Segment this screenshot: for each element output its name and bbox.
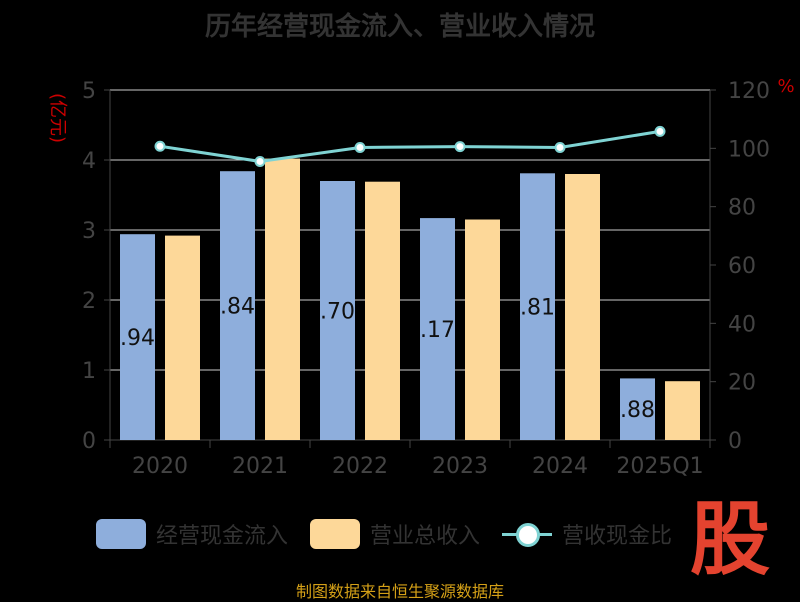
- bar-revenue: [265, 158, 300, 440]
- legend-item-ratio[interactable]: 营收现金比: [502, 518, 672, 550]
- legend-label-revenue: 营业总收入: [370, 524, 481, 549]
- y-right-tick-label: 60: [728, 254, 756, 279]
- data-source-note: 制图数据来自恒生聚源数据库: [295, 582, 504, 601]
- bar-data-label: .17: [420, 318, 455, 343]
- x-tick-label: 2022: [332, 454, 388, 479]
- y-right-tick-label: 20: [728, 371, 756, 396]
- bar-cash-inflow: [620, 378, 655, 440]
- y-right-tick-label: 100: [728, 137, 770, 162]
- bar-cash-inflow: [420, 218, 455, 440]
- bar-cash-inflow: [520, 173, 555, 441]
- line-ratio: [159, 129, 661, 163]
- y-left-tick-label: 4: [82, 149, 96, 174]
- bar-cash-inflow: [120, 234, 155, 440]
- x-tick-label: 2025Q1: [616, 454, 703, 479]
- bar-revenue: [365, 181, 400, 440]
- y-left-tick-label: 0: [82, 429, 96, 454]
- x-tick-label: 2023: [432, 454, 488, 479]
- bar-cash-inflow: [320, 181, 355, 440]
- y-right-tick-label: 80: [728, 196, 756, 221]
- y-right-tick-label: 0: [728, 429, 742, 454]
- bar-revenue: [165, 235, 200, 440]
- legend: 经营现金流入 营业总收入 营收现金比: [96, 516, 694, 552]
- legend-item-revenue[interactable]: 营业总收入: [310, 518, 480, 550]
- legend-label-cash-inflow: 经营现金流入: [156, 524, 289, 549]
- line-point-ratio: [554, 141, 566, 153]
- legend-item-cash-inflow[interactable]: 经营现金流入: [96, 518, 288, 550]
- line-point-ratio: [354, 141, 366, 153]
- bar-data-label: .94: [120, 326, 155, 351]
- y-left-tick-label: 3: [82, 219, 96, 244]
- y-left-unit-label: (亿元): [47, 93, 68, 143]
- brand-stamp: 股: [690, 493, 770, 586]
- bar-cash-inflow: [220, 171, 255, 440]
- legend-line-ratio-icon: [502, 519, 553, 549]
- legend-swatch-revenue: [310, 519, 361, 549]
- legend-swatch-cash-inflow: [96, 519, 146, 549]
- line-point-ratio: [454, 141, 466, 153]
- y-right-tick-label: 40: [728, 312, 756, 337]
- line-point-ratio: [254, 155, 266, 167]
- bar-revenue: [465, 219, 500, 440]
- line-point-ratio: [654, 125, 666, 137]
- y-left-tick-label: 2: [82, 289, 96, 314]
- x-tick-label: 2021: [232, 454, 288, 479]
- legend-label-ratio: 营收现金比: [562, 524, 673, 549]
- bar-data-label: .88: [620, 398, 655, 423]
- chart-title: 历年经营现金流入、营业收入情况: [204, 12, 595, 42]
- y-left-tick-label: 5: [82, 79, 96, 104]
- bar-revenue: [665, 381, 700, 440]
- bar-revenue: [565, 174, 600, 440]
- y-right-unit-label: %: [777, 76, 794, 97]
- line-point-ratio: [154, 140, 166, 152]
- y-right-tick-label: 120: [728, 79, 770, 104]
- bar-data-label: .84: [220, 295, 255, 320]
- x-tick-label: 2024: [532, 454, 588, 479]
- bar-data-label: .70: [320, 300, 355, 325]
- y-left-tick-label: 1: [82, 359, 96, 384]
- x-tick-label: 2020: [132, 454, 188, 479]
- bar-data-label: .81: [520, 296, 555, 321]
